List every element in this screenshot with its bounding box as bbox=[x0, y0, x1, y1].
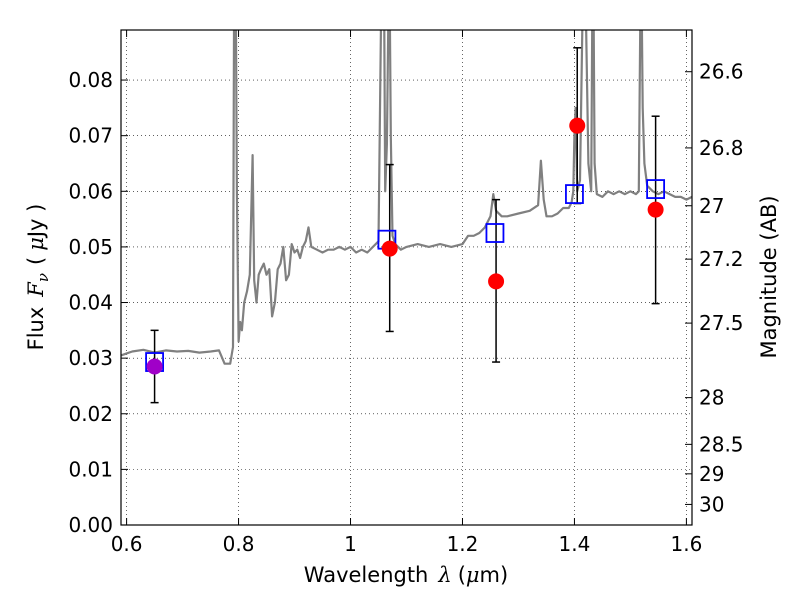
y-tick-label: 0.03 bbox=[68, 346, 113, 370]
tick-marks bbox=[121, 30, 692, 526]
x-tick-label: 0.6 bbox=[111, 532, 143, 556]
x-tick-label: 1.4 bbox=[559, 532, 591, 556]
observed-photometry-layer bbox=[146, 117, 664, 375]
y2-tick-label: 28.5 bbox=[699, 432, 744, 456]
y2-tick-label: 27.2 bbox=[699, 247, 744, 271]
observed-photometry-point bbox=[381, 240, 398, 257]
observed-photometry-point bbox=[569, 117, 586, 134]
y-tick-label: 0.02 bbox=[68, 402, 113, 426]
plot-frame bbox=[120, 29, 693, 526]
plot-background bbox=[121, 30, 692, 525]
spectrum-layer bbox=[121, 30, 692, 365]
x-axis-title: Wavelength λ (μm) bbox=[304, 563, 508, 587]
y2-tick-label: 27 bbox=[699, 194, 724, 218]
y2-tick-label: 27.5 bbox=[699, 311, 744, 335]
grid-lines bbox=[121, 30, 692, 526]
spectrum-line bbox=[121, 30, 692, 365]
y2-tick-label: 28 bbox=[699, 386, 724, 410]
y-tick-label: 0.01 bbox=[68, 457, 113, 481]
y-tick-label: 0.08 bbox=[68, 68, 113, 92]
y2-tick-label: 26.6 bbox=[699, 60, 744, 84]
model-photometry-square bbox=[646, 179, 666, 199]
x-tick-label: 1.2 bbox=[447, 532, 479, 556]
y-tick-label: 0.05 bbox=[68, 235, 113, 259]
model-photometry-square bbox=[565, 184, 584, 204]
y-tick-label: 0.06 bbox=[68, 179, 113, 203]
observed-photometry-point bbox=[647, 201, 664, 218]
x-tick-label: 0.8 bbox=[223, 532, 255, 556]
x-tick-label: 1.6 bbox=[670, 532, 702, 556]
model-photometry-square bbox=[485, 223, 505, 243]
y-tick-label: 0.07 bbox=[68, 124, 113, 148]
y2-axis-title: Magnitude (AB) bbox=[757, 195, 781, 358]
y-tick-labels: 0.00 0.01 0.02 0.03 0.04 0.05 0.06 0.07 0.08 bbox=[68, 68, 113, 537]
y2-tick-label: 26.8 bbox=[699, 136, 744, 160]
y2-tick-label: 30 bbox=[699, 492, 724, 516]
y-axis-title: FluxFν(μJy ) bbox=[24, 204, 52, 351]
y2-tick-label: 29 bbox=[699, 462, 724, 486]
y2-tick-labels: 26.6 26.8 27 27.2 27.5 28 28.5 29 30 bbox=[699, 60, 744, 517]
model-photometry-layer bbox=[145, 179, 666, 372]
y-tick-label: 0.00 bbox=[68, 513, 113, 537]
x-tick-labels: 0.6 0.8 1 1.2 1.4 1.6 bbox=[111, 532, 703, 556]
y-tick-label: 0.04 bbox=[68, 291, 113, 315]
observed-photometry-point bbox=[488, 273, 505, 290]
x-tick-label: 1 bbox=[344, 532, 357, 556]
observed-photometry-point bbox=[146, 358, 163, 375]
